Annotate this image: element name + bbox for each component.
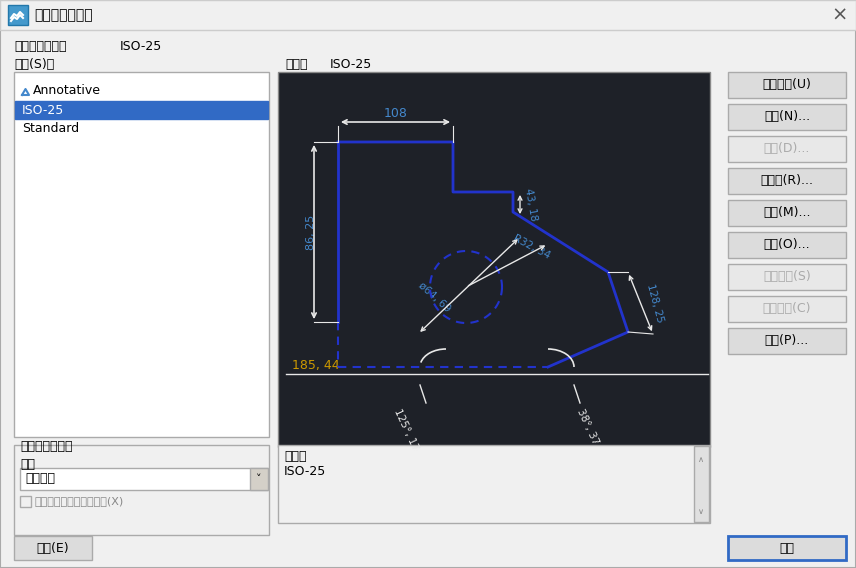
Text: 说明：: 说明： bbox=[284, 450, 306, 463]
Bar bbox=[728, 264, 846, 290]
Text: 86, 25: 86, 25 bbox=[306, 214, 316, 249]
Text: 列出: 列出 bbox=[20, 458, 35, 471]
Text: ∧: ∧ bbox=[698, 455, 704, 464]
Text: 185, 44: 185, 44 bbox=[292, 359, 340, 372]
Text: 修改(M)...: 修改(M)... bbox=[764, 207, 811, 219]
Text: 保存替代(S): 保存替代(S) bbox=[764, 270, 811, 283]
Text: ISO-25: ISO-25 bbox=[284, 465, 326, 478]
Text: ∨: ∨ bbox=[698, 507, 704, 516]
Text: ISO-25: ISO-25 bbox=[120, 40, 163, 53]
Bar bbox=[728, 104, 846, 130]
Text: ˅: ˅ bbox=[256, 474, 262, 484]
Text: Standard: Standard bbox=[22, 122, 79, 135]
Bar bbox=[728, 328, 846, 354]
Text: ×: × bbox=[832, 6, 848, 24]
Bar bbox=[728, 296, 846, 322]
Bar bbox=[8, 5, 28, 25]
Text: 108: 108 bbox=[383, 107, 407, 120]
Text: 置为当前(U): 置为当前(U) bbox=[763, 78, 811, 91]
Bar bbox=[728, 136, 846, 162]
Text: 样式显示选项：: 样式显示选项： bbox=[20, 440, 73, 453]
Bar bbox=[0, 0, 856, 30]
Text: 重命名(R)...: 重命名(R)... bbox=[760, 174, 813, 187]
Text: ø64, 69: ø64, 69 bbox=[416, 281, 452, 315]
Text: 样式(S)：: 样式(S)： bbox=[14, 58, 54, 71]
Bar bbox=[20, 468, 268, 490]
Text: 当前标注样式：: 当前标注样式： bbox=[14, 40, 67, 53]
Bar bbox=[728, 72, 846, 98]
Text: 43, 18: 43, 18 bbox=[523, 187, 538, 222]
Bar bbox=[15, 101, 268, 119]
Bar bbox=[278, 72, 710, 447]
Text: ISO-25: ISO-25 bbox=[22, 103, 64, 116]
Bar bbox=[20, 496, 31, 507]
Text: ISO-25: ISO-25 bbox=[330, 58, 372, 71]
Bar bbox=[14, 445, 269, 535]
Bar bbox=[728, 536, 846, 560]
Text: 预览：: 预览： bbox=[285, 58, 307, 71]
Bar bbox=[728, 200, 846, 226]
Bar bbox=[250, 468, 268, 490]
Text: 关闭: 关闭 bbox=[780, 541, 794, 554]
Bar bbox=[14, 536, 92, 560]
Bar bbox=[728, 232, 846, 258]
Text: 38°, 37: 38°, 37 bbox=[575, 407, 601, 446]
Text: 标注样式管理器: 标注样式管理器 bbox=[34, 8, 92, 22]
Text: 删除(D)...: 删除(D)... bbox=[764, 143, 810, 156]
Bar bbox=[14, 72, 269, 437]
Text: 替代(O)...: 替代(O)... bbox=[764, 239, 811, 252]
Text: 新建(N)...: 新建(N)... bbox=[764, 111, 810, 123]
Text: 不列出外部参照中的样式(X): 不列出外部参照中的样式(X) bbox=[35, 496, 124, 506]
Text: Annotative: Annotative bbox=[33, 85, 101, 98]
Bar bbox=[728, 168, 846, 194]
Text: 128, 25: 128, 25 bbox=[645, 282, 665, 324]
Text: 125°, 17: 125°, 17 bbox=[392, 407, 420, 452]
Text: 清除替代(C): 清除替代(C) bbox=[763, 303, 811, 315]
Text: 比较(P)...: 比较(P)... bbox=[765, 335, 809, 348]
Text: R32, 34: R32, 34 bbox=[512, 233, 552, 261]
Text: 所有样式: 所有样式 bbox=[25, 473, 55, 486]
Text: 帮助(E): 帮助(E) bbox=[37, 541, 69, 554]
Bar bbox=[694, 446, 709, 522]
Bar bbox=[278, 445, 710, 523]
